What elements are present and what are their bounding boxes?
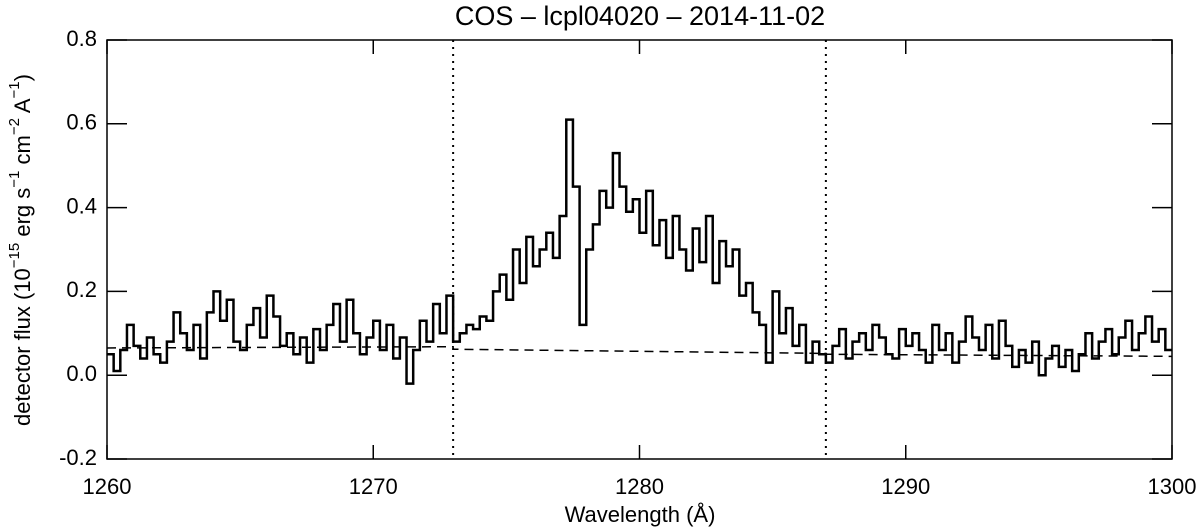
y-tick-label: 0.0 xyxy=(66,361,97,386)
x-axis-label: Wavelength (Å) xyxy=(565,502,716,527)
y-axis-label-part: −1 xyxy=(6,171,23,188)
x-tick-label: 1260 xyxy=(83,474,132,499)
y-axis-label: detector flux (10−15 erg s−1 cm−2 A−1) xyxy=(6,74,34,426)
y-tick-label: 0.6 xyxy=(66,110,97,135)
plot-frame xyxy=(106,39,1173,460)
y-axis-label-part: A xyxy=(10,98,35,118)
x-tick-label: 1270 xyxy=(349,474,398,499)
y-tick-label: 0.2 xyxy=(66,277,97,302)
y-tick-label: -0.2 xyxy=(59,445,97,470)
y-axis-label-part: −1 xyxy=(6,81,23,98)
x-tick-label: 1300 xyxy=(1148,474,1197,499)
y-axis-label-part: cm xyxy=(10,135,35,170)
y-axis-label-part: ) xyxy=(10,74,35,81)
y-axis-label-part: detector flux (10 xyxy=(10,268,35,426)
continuum-line xyxy=(106,345,1173,358)
chart-title: COS – lcpl04020 – 2014-11-02 xyxy=(455,1,825,31)
x-tick-label: 1280 xyxy=(615,474,664,499)
y-axis-label-part: erg s xyxy=(10,188,35,243)
y-axis-label-part: −2 xyxy=(6,118,23,135)
y-tick-label: 0.8 xyxy=(66,26,97,51)
y-axis-label-part: −15 xyxy=(6,243,23,268)
spectrum-line xyxy=(107,118,1172,385)
x-tick-label: 1290 xyxy=(881,474,930,499)
y-tick-label: 0.4 xyxy=(66,193,97,218)
